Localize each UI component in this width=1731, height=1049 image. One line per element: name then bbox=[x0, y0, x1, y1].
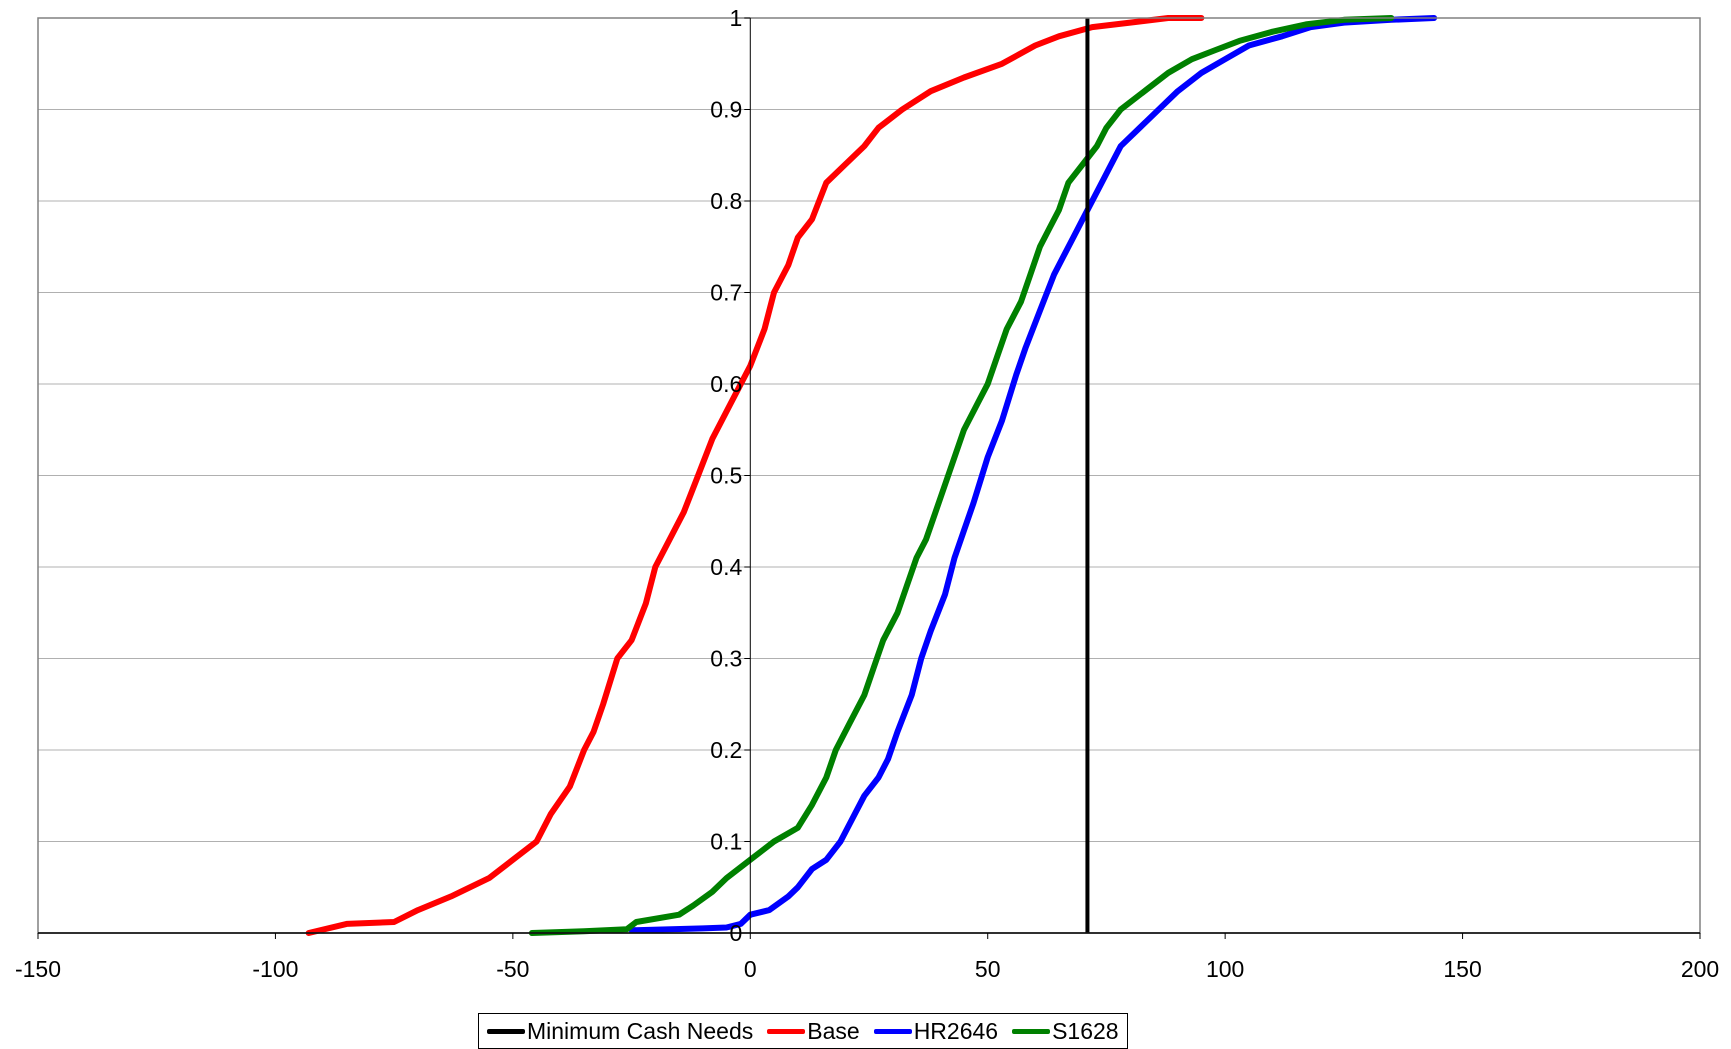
y-tick-label: 0.6 bbox=[710, 371, 742, 397]
legend-item-min-cash: Minimum Cash Needs bbox=[487, 1018, 753, 1045]
y-tick-label: 0.8 bbox=[710, 188, 742, 214]
legend-swatch-hr2646 bbox=[873, 1028, 912, 1034]
legend-label-hr2646: HR2646 bbox=[913, 1017, 999, 1044]
y-tick-label: 0.9 bbox=[710, 97, 742, 123]
x-tick-label: 150 bbox=[1443, 956, 1481, 982]
legend-label-s1628: S1628 bbox=[1052, 1017, 1119, 1044]
legend-label-base: Base bbox=[807, 1017, 860, 1044]
series-line-base bbox=[305, 15, 1205, 936]
y-tick-label: 0.5 bbox=[710, 463, 742, 489]
legend: Minimum Cash Needs Base HR2646 S1628 bbox=[478, 1013, 1128, 1049]
legend-swatch-min-cash bbox=[487, 1028, 525, 1034]
legend-swatch-s1628 bbox=[1012, 1028, 1051, 1034]
x-tick-label: 200 bbox=[1681, 956, 1719, 982]
legend-swatch-base bbox=[767, 1028, 806, 1034]
y-tick-label: 0.4 bbox=[710, 554, 742, 580]
x-tick-label: 100 bbox=[1206, 956, 1244, 982]
y-tick-label: 0 bbox=[729, 920, 742, 946]
y-tick-label: 0.7 bbox=[710, 280, 742, 306]
x-tick-label: 0 bbox=[744, 956, 757, 982]
legend-label-min-cash: Minimum Cash Needs bbox=[527, 1017, 754, 1044]
y-tick-label: 0.3 bbox=[710, 646, 742, 672]
x-tick-label: 50 bbox=[975, 956, 1001, 982]
x-tick-label: -100 bbox=[252, 956, 298, 982]
tick-labels: 0 0.1 0.2 0.3 0.4 0.5 0.6 0.7 0.8 0.9 1 -150 -100 -50… bbox=[15, 5, 1719, 982]
legend-item-hr2646: HR2646 bbox=[873, 1017, 999, 1045]
x-tick-label: -50 bbox=[496, 956, 529, 982]
y-tick-label: 0.2 bbox=[710, 737, 742, 763]
y-tick-label: 1 bbox=[729, 5, 742, 31]
y-tick-label: 0.1 bbox=[710, 829, 742, 855]
series-line-hr2646 bbox=[628, 15, 1438, 934]
legend-item-s1628: S1628 bbox=[1012, 1018, 1119, 1045]
legend-item-base: Base bbox=[767, 1017, 860, 1045]
axes bbox=[37, 17, 1701, 939]
x-tick-label: -150 bbox=[15, 956, 61, 982]
gridlines bbox=[38, 17, 1700, 934]
